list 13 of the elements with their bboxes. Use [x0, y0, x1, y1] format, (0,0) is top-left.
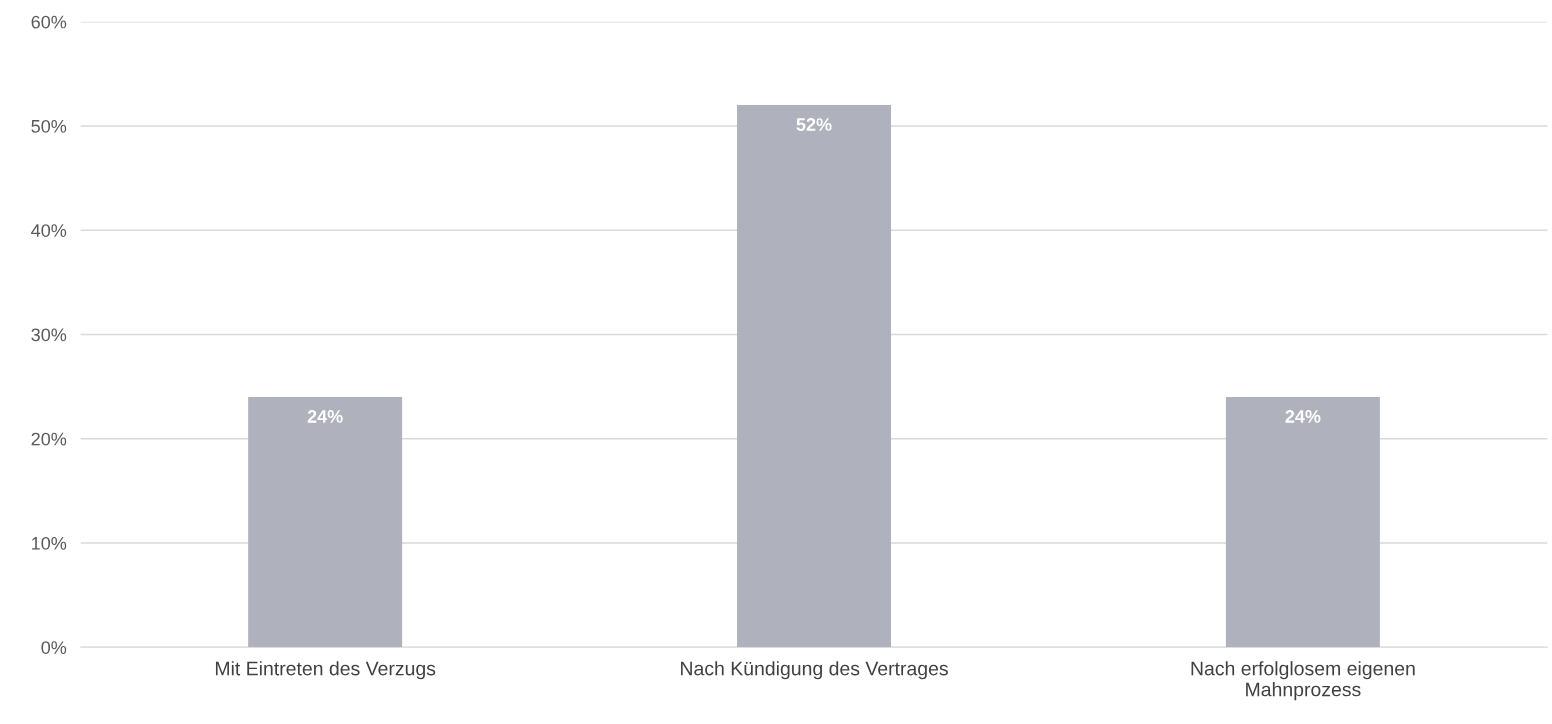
- x-tick-label: Nach erfolglosem eigenen Mahnprozess: [1191, 661, 1415, 701]
- y-tick-label: 0%: [41, 641, 67, 654]
- y-tick-label: 30%: [31, 328, 67, 342]
- x-tick-label: Mit Eintreten des Verzugs: [215, 661, 436, 680]
- y-tick-label: 20%: [31, 432, 67, 446]
- x-tick-label: Nach Kündigung des Vertrages: [681, 661, 948, 680]
- data-label: 24%: [1285, 410, 1321, 423]
- data-label: 24%: [307, 410, 343, 423]
- y-tick-label: 10%: [32, 536, 67, 550]
- y-tick-label: 60%: [31, 15, 67, 29]
- y-tick-label: 50%: [31, 119, 67, 133]
- data-label: 52%: [796, 118, 832, 131]
- y-tick-label: 40%: [31, 224, 67, 237]
